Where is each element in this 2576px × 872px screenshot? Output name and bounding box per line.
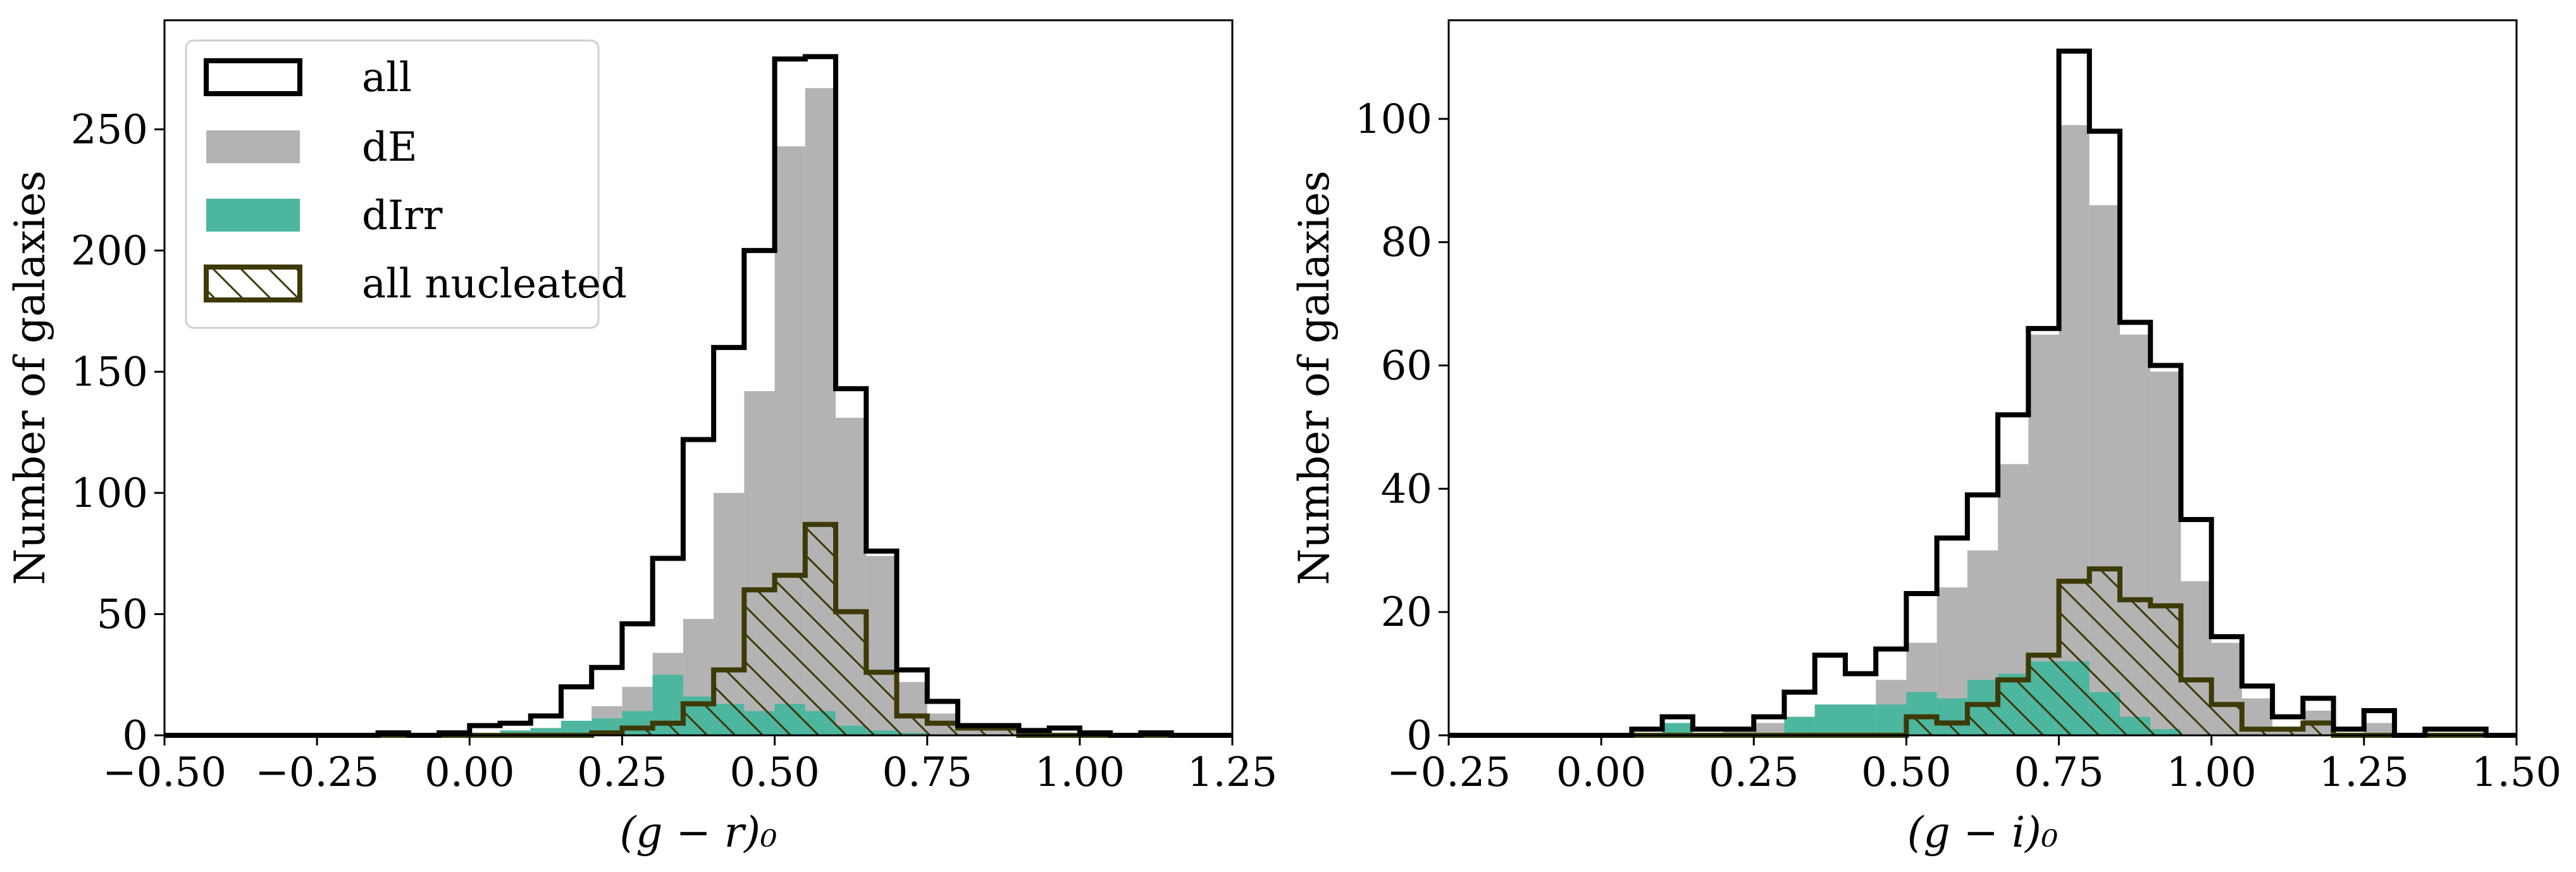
- x-tick-label: 1.00: [1035, 749, 1125, 796]
- x-axis-label: (g − r)₀: [619, 808, 777, 857]
- x-tick-label: −0.25: [1387, 749, 1511, 796]
- y-tick-label: 40: [1381, 466, 1432, 513]
- legend-label: dIrr: [362, 192, 443, 239]
- bar-dIrr: [560, 721, 592, 735]
- x-tick-label: 0.00: [1556, 749, 1647, 796]
- legend-label: all nucleated: [362, 261, 627, 308]
- x-axis-label: (g − i)₀: [1907, 808, 2059, 857]
- x-tick-label: 1.25: [1187, 749, 1278, 796]
- y-tick-label: 80: [1381, 220, 1432, 266]
- bar-dIrr: [530, 728, 561, 735]
- legend-box: [185, 39, 600, 329]
- y-tick-label: 60: [1381, 343, 1432, 390]
- x-tick-label: −0.50: [102, 749, 226, 796]
- x-tick-label: 0.50: [1861, 749, 1952, 796]
- x-tick-label: 1.25: [2319, 749, 2410, 796]
- step-outline-all: [1449, 48, 2517, 738]
- axes-frame: [1447, 19, 2518, 737]
- legend-swatch: [206, 199, 300, 232]
- y-axis-label: Number of galaxies: [6, 170, 54, 585]
- bar-dIrr: [1662, 723, 1693, 735]
- legend-label: dE: [362, 124, 418, 171]
- legend-swatch: [204, 265, 302, 302]
- y-tick-label: 0: [1406, 713, 1432, 759]
- y-tick-label: 200: [71, 228, 148, 275]
- x-tick-label: 1.00: [2166, 749, 2257, 796]
- y-tick-label: 100: [1355, 96, 1432, 143]
- y-tick-label: 0: [122, 713, 148, 759]
- y-tick-label: 50: [97, 591, 148, 638]
- x-tick-label: −0.25: [255, 749, 379, 796]
- right-histogram-panel: −0.25 0.00 0.25 0.50 0.75 1.00 1.25 1.50 0 20 40 60…: [1290, 19, 2562, 857]
- x-tick-label: 0.00: [424, 749, 515, 796]
- legend: all dE dIrr all nucleated: [185, 39, 627, 329]
- legend-swatch: [204, 58, 302, 96]
- legend-label: all: [362, 54, 412, 101]
- bar-dIrr: [1845, 704, 1876, 735]
- x-tick-label: 0.75: [882, 749, 972, 796]
- axes-frame: [163, 19, 1234, 737]
- bar-dIrr: [1814, 704, 1845, 735]
- x-tick-label: 0.75: [2014, 749, 2104, 796]
- x-tick-label: 1.50: [2472, 749, 2562, 796]
- y-tick-label: 250: [71, 106, 148, 153]
- bar-dE: [2363, 723, 2395, 735]
- legend-swatch: [206, 130, 300, 163]
- bar-dE: [1723, 729, 1754, 735]
- x-tick-label: 0.25: [577, 749, 667, 796]
- y-axis-label: Number of galaxies: [1290, 170, 1339, 585]
- bar-dE: [1754, 723, 1785, 735]
- y-tick-label: 150: [71, 349, 148, 396]
- series-dE: [1662, 125, 2395, 735]
- y-tick-label: 20: [1381, 589, 1432, 636]
- x-tick-label: 0.50: [729, 749, 820, 796]
- bar-dIrr: [1876, 704, 1907, 735]
- x-tick-label: 0.25: [1709, 749, 1799, 796]
- left-histogram-panel: −0.50 −0.25 0.00 0.25 0.50 0.75 1.00 1.25 0 50 100…: [6, 19, 1278, 857]
- y-tick-label: 100: [71, 470, 148, 517]
- bar-dIrr: [1784, 716, 1815, 735]
